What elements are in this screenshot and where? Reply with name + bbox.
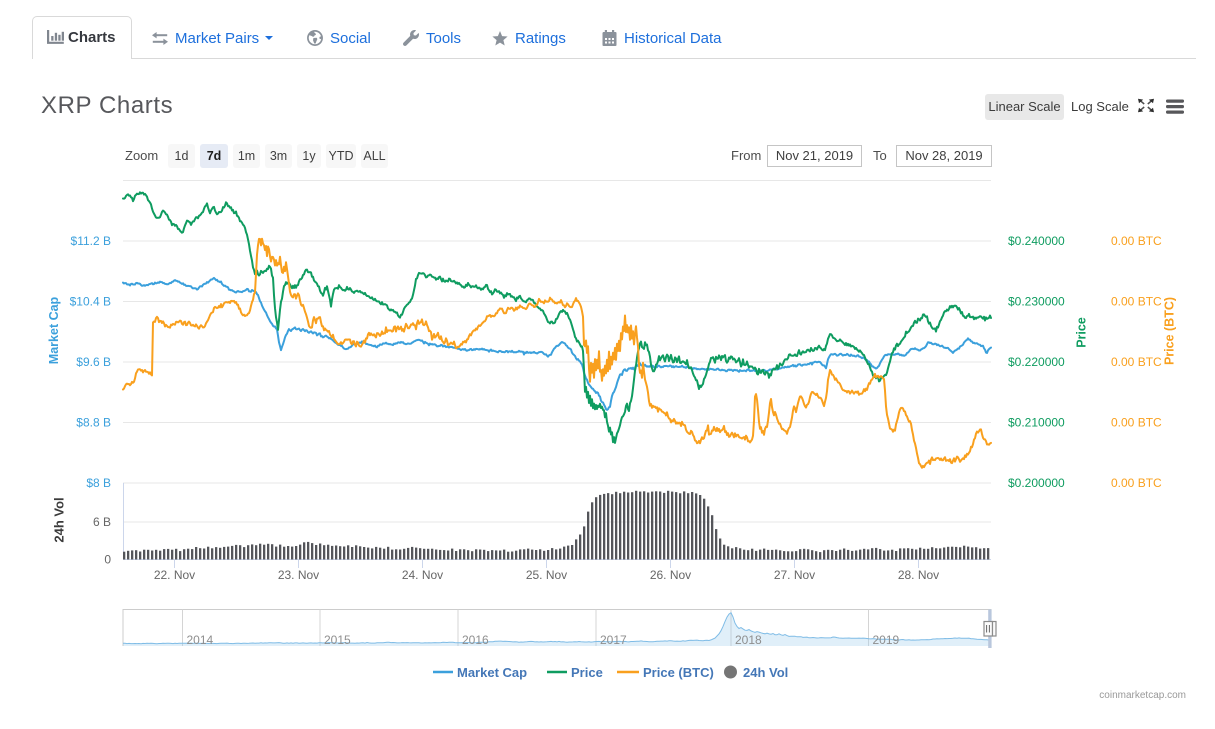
svg-text:27. Nov: 27. Nov <box>774 568 815 582</box>
svg-text:0.00 BTC: 0.00 BTC <box>1111 476 1162 490</box>
svg-text:$0.240000: $0.240000 <box>1008 234 1065 248</box>
svg-text:0.00 BTC: 0.00 BTC <box>1111 295 1162 309</box>
svg-text:2017: 2017 <box>600 633 627 647</box>
svg-text:Market Cap: Market Cap <box>47 296 61 364</box>
svg-text:24h Vol: 24h Vol <box>743 665 788 680</box>
svg-text:$10.4 B: $10.4 B <box>70 295 111 309</box>
svg-text:$11.2 B: $11.2 B <box>71 234 111 248</box>
svg-text:2019: 2019 <box>873 633 900 647</box>
svg-text:$9.6 B: $9.6 B <box>76 355 111 369</box>
svg-text:6 B: 6 B <box>93 515 111 529</box>
svg-text:coinmarketcap.com: coinmarketcap.com <box>1099 690 1186 701</box>
svg-text:2015: 2015 <box>324 633 351 647</box>
svg-text:24h Vol: 24h Vol <box>52 497 67 542</box>
svg-text:22. Nov: 22. Nov <box>154 568 195 582</box>
svg-text:$0.210000: $0.210000 <box>1008 416 1065 430</box>
svg-text:24. Nov: 24. Nov <box>402 568 443 582</box>
svg-text:0.00 BTC: 0.00 BTC <box>1111 234 1162 248</box>
svg-text:0.00 BTC: 0.00 BTC <box>1111 416 1162 430</box>
svg-text:2014: 2014 <box>187 633 214 647</box>
svg-text:2018: 2018 <box>735 633 762 647</box>
svg-text:$8.8 B: $8.8 B <box>76 416 111 430</box>
svg-text:Price (BTC): Price (BTC) <box>1163 297 1177 365</box>
svg-text:26. Nov: 26. Nov <box>650 568 691 582</box>
svg-text:Price: Price <box>571 665 603 680</box>
svg-text:25. Nov: 25. Nov <box>526 568 567 582</box>
svg-text:0: 0 <box>104 553 111 567</box>
svg-text:$8 B: $8 B <box>86 476 111 490</box>
svg-text:2016: 2016 <box>462 633 489 647</box>
svg-text:0.00 BTC: 0.00 BTC <box>1111 355 1162 369</box>
svg-text:Market Cap: Market Cap <box>457 665 527 680</box>
svg-text:28. Nov: 28. Nov <box>898 568 939 582</box>
svg-text:$0.220000: $0.220000 <box>1008 355 1065 369</box>
svg-text:23. Nov: 23. Nov <box>278 568 319 582</box>
svg-text:Price (BTC): Price (BTC) <box>643 665 714 680</box>
svg-text:$0.230000: $0.230000 <box>1008 295 1065 309</box>
svg-text:$0.200000: $0.200000 <box>1008 476 1065 490</box>
svg-text:Price: Price <box>1075 317 1089 348</box>
